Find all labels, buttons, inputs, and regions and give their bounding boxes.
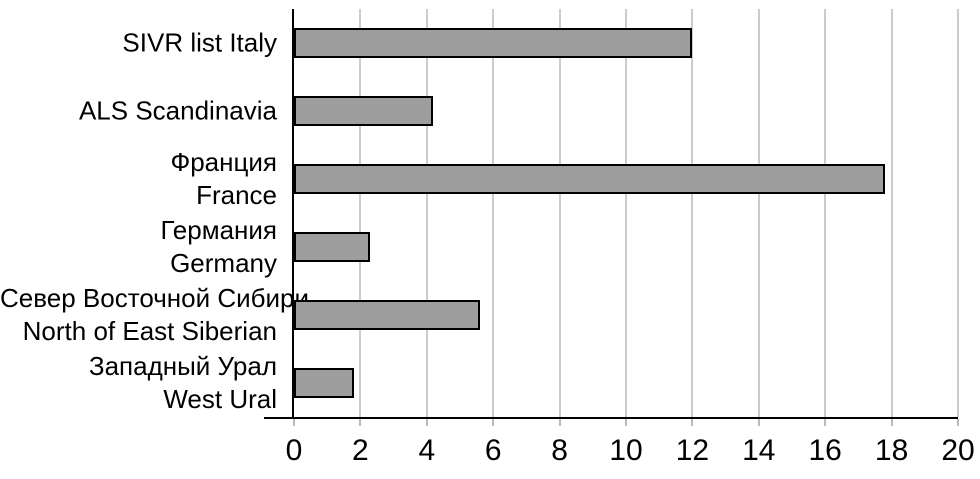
x-tick-label-18: 18 xyxy=(874,434,909,467)
category-label-line: Западный Урал xyxy=(88,351,277,381)
x-tick-label-20: 20 xyxy=(941,434,975,467)
category-label-2: Франция France xyxy=(0,146,277,212)
category-axis-labels: SIVR list Italy ALS Scandinavia Франция Fra… xyxy=(0,9,310,417)
category-label-line: ALS Scandinavia xyxy=(78,95,277,126)
x-tick-mark-12 xyxy=(691,419,694,426)
category-label-line: Germany xyxy=(170,248,277,278)
category-label-line: Север Восточной Сибири xyxy=(0,283,310,313)
bar-3 xyxy=(294,232,371,262)
gridline-x-10 xyxy=(625,9,627,417)
bar-1 xyxy=(294,96,434,126)
plot-area xyxy=(264,9,959,426)
x-tick-label-14: 14 xyxy=(742,434,776,467)
bar-5 xyxy=(294,368,354,398)
x-tick-mark-6 xyxy=(492,419,495,426)
category-label-line: Германия xyxy=(160,215,277,245)
x-tick-label-2: 2 xyxy=(352,434,369,467)
category-label-4: Север Восточной Сибири North of East Sibe… xyxy=(0,282,310,348)
gridline-x-16 xyxy=(824,9,827,417)
category-label-line: Франция xyxy=(170,147,277,177)
gridline-x-18 xyxy=(890,9,893,417)
x-tick-mark-8 xyxy=(558,419,561,426)
x-tick-mark-18 xyxy=(890,419,893,426)
x-tick-mark-0 xyxy=(293,419,295,426)
bar-0 xyxy=(294,28,693,58)
gridline-x-2 xyxy=(359,9,362,417)
x-tick-label-10: 10 xyxy=(609,434,643,467)
x-tick-mark-4 xyxy=(425,419,428,426)
x-axis-tick-labels: 0 2 4 6 8 10 12 14 16 18 20 xyxy=(286,433,975,473)
x-tick-label-12: 12 xyxy=(675,434,710,467)
category-label-5: Западный Урал West Ural xyxy=(0,350,277,416)
x-tick-mark-14 xyxy=(757,419,760,426)
category-label-line: West Ural xyxy=(163,384,277,414)
gridline-x-14 xyxy=(757,9,760,417)
category-label-0: SIVR list Italy xyxy=(0,27,277,60)
x-tick-label-16: 16 xyxy=(808,434,842,467)
x-tick-mark-16 xyxy=(824,419,827,426)
bar-4 xyxy=(294,300,480,330)
x-tick-label-8: 8 xyxy=(551,434,568,467)
category-label-line: North of East Siberian xyxy=(22,316,277,346)
category-label-line: SIVR list Italy xyxy=(122,27,277,58)
category-label-1: ALS Scandinavia xyxy=(0,95,277,128)
gridline-x-20 xyxy=(957,9,959,417)
gridline-x-6 xyxy=(492,9,495,417)
bar-2 xyxy=(294,164,885,194)
gridline-x-4 xyxy=(425,9,428,417)
x-axis-left-extension xyxy=(264,417,294,419)
category-label-line: France xyxy=(196,180,277,210)
x-tick-label-6: 6 xyxy=(484,434,502,467)
x-tick-label-4: 4 xyxy=(418,434,436,467)
x-tick-mark-2 xyxy=(359,419,362,426)
category-label-3: Германия Germany xyxy=(0,214,277,280)
x-tick-mark-20 xyxy=(957,419,959,426)
x-tick-mark-10 xyxy=(625,419,627,426)
gridline-x-8 xyxy=(558,9,561,417)
x-tick-label-0: 0 xyxy=(285,434,303,467)
gridline-x-12 xyxy=(691,9,694,417)
